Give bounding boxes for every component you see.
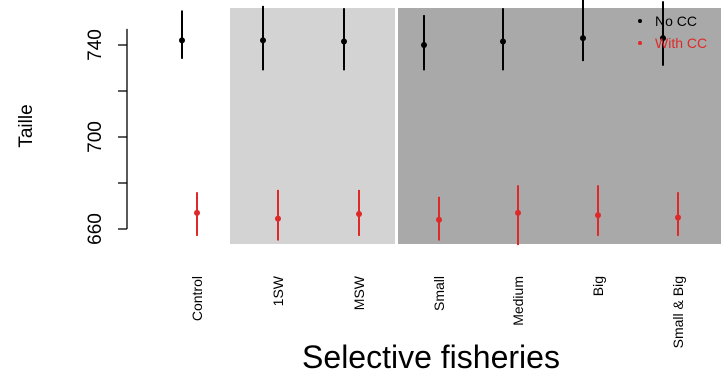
x-label-1sw: 1SW (270, 275, 286, 306)
y-tick-label-700: 700 (85, 121, 106, 153)
background-band-1 (230, 8, 395, 244)
x-axis-title: Selective fisheries (302, 339, 560, 375)
legend-label-with-cc: With CC (655, 35, 707, 51)
point-with-cc-big (595, 212, 601, 219)
y-axis-title: Taille (16, 104, 37, 147)
legend-label-no-cc: No CC (655, 13, 697, 29)
y-tick-label-660: 660 (85, 213, 106, 245)
point-with-cc-small (436, 216, 442, 223)
point-no-cc-control (179, 37, 185, 44)
x-label-msw: MSW (351, 275, 367, 310)
y-axis: 660 700 740 (85, 28, 128, 245)
x-label-small: Small (431, 276, 447, 311)
data-marks (179, 0, 681, 246)
legend-marker-with-cc (638, 41, 642, 45)
legend-marker-no-cc (638, 19, 642, 23)
point-no-cc-big (580, 35, 586, 42)
x-label-medium: Medium (510, 276, 526, 326)
x-label-control: Control (189, 276, 205, 321)
y-tick-label-740: 740 (85, 29, 106, 61)
point-with-cc-1sw (275, 215, 281, 222)
x-label-big: Big (590, 276, 606, 296)
legend: No CC With CC (638, 13, 707, 51)
point-no-cc-small-big (660, 35, 666, 42)
background-bands (230, 8, 721, 244)
background-band-2 (398, 8, 721, 244)
point-no-cc-small (421, 42, 427, 48)
point-with-cc-medium (515, 209, 521, 216)
point-with-cc-control (194, 209, 200, 216)
point-with-cc-small-big (675, 214, 681, 221)
x-label-small-big: Small & Big (670, 276, 686, 348)
point-with-cc-msw (356, 211, 362, 218)
point-no-cc-medium (500, 38, 506, 45)
point-no-cc-msw (341, 38, 347, 45)
x-category-labels: Control 1SW MSW Small Medium Big Small & Big (189, 275, 686, 348)
point-no-cc-1sw (260, 37, 266, 44)
